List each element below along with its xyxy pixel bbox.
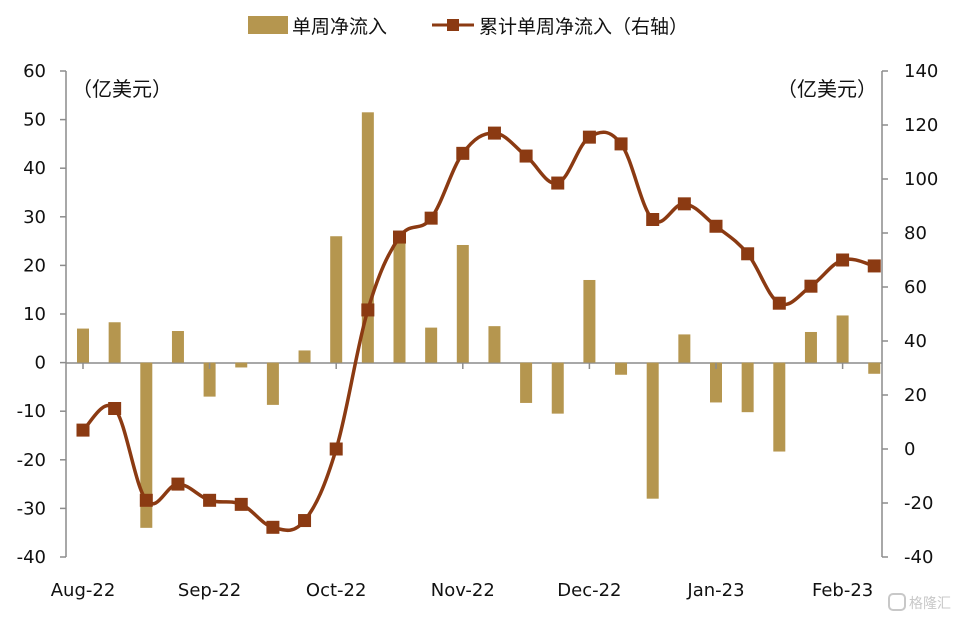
bar xyxy=(868,362,881,374)
left-tick-label: 30 xyxy=(23,207,46,228)
bar xyxy=(551,362,564,414)
right-tick-label: 100 xyxy=(904,169,938,190)
line-point xyxy=(424,211,438,225)
right-tick-label: 20 xyxy=(904,385,927,406)
watermark: 格隆汇 xyxy=(888,593,951,612)
x-axis-ticks: Aug-22 Sep-22 Oct-22 Nov-22 Dec-22 Jan-23 Feb-… xyxy=(51,363,873,601)
x-tick-label: Oct-22 xyxy=(306,580,367,601)
bar xyxy=(615,362,628,375)
right-tick-label: 60 xyxy=(904,277,927,298)
right-tick-label: 0 xyxy=(904,439,915,460)
line-point xyxy=(76,423,90,437)
bar xyxy=(171,331,184,363)
right-tick-label: 140 xyxy=(904,61,938,82)
line-point xyxy=(551,176,565,190)
x-tick-label: Sep-22 xyxy=(178,580,241,601)
cumulative-line xyxy=(81,130,875,533)
legend: 单周净流入 累计单周净流入（右轴） xyxy=(248,16,688,38)
watermark-text: 格隆汇 xyxy=(909,596,951,612)
legend-label-bar: 单周净流入 xyxy=(292,16,387,38)
left-tick-label: 60 xyxy=(23,61,46,82)
line-point xyxy=(709,219,723,233)
line-point xyxy=(393,230,406,244)
bar xyxy=(108,322,121,363)
bar xyxy=(804,331,817,363)
line-point xyxy=(519,149,533,163)
bar xyxy=(298,350,311,363)
line-point xyxy=(646,213,660,226)
line-point xyxy=(836,253,850,267)
bar xyxy=(77,328,89,363)
bar xyxy=(203,362,216,397)
bar xyxy=(678,334,691,363)
line-point xyxy=(361,303,375,317)
left-axis-ticks: 60 50 40 30 20 10 0 -10 -20 -30 -40 xyxy=(17,61,66,568)
line-point xyxy=(867,259,881,273)
bar xyxy=(235,362,248,368)
line-point xyxy=(171,477,185,491)
bar xyxy=(646,362,659,499)
left-tick-label: -30 xyxy=(17,498,46,519)
legend-label-line: 累计单周净流入（右轴） xyxy=(479,16,688,38)
bar xyxy=(330,236,343,363)
left-tick-label: 0 xyxy=(35,353,46,374)
line-point xyxy=(139,493,153,507)
line-point xyxy=(582,130,596,144)
bar xyxy=(710,362,722,403)
x-tick-label: Aug-22 xyxy=(51,580,116,601)
right-axis-ticks: 140 120 100 80 60 40 20 0 -20 -40 xyxy=(882,61,938,568)
left-axis-unit: （亿美元） xyxy=(72,77,172,101)
bar xyxy=(583,279,596,363)
bar xyxy=(393,241,406,363)
right-tick-label: 80 xyxy=(904,223,927,244)
line-point xyxy=(266,520,280,534)
line-point xyxy=(741,247,755,261)
left-tick-label: -10 xyxy=(17,401,46,422)
x-tick-label: Nov-22 xyxy=(431,580,495,601)
left-tick-label: -40 xyxy=(17,547,46,568)
line-point xyxy=(772,296,786,310)
bar xyxy=(425,327,438,363)
line-point xyxy=(108,402,122,415)
x-tick-label: Feb-23 xyxy=(812,580,873,601)
bar xyxy=(456,244,469,363)
left-tick-label: 20 xyxy=(23,255,46,276)
line-point xyxy=(614,137,628,151)
right-tick-label: 120 xyxy=(904,115,938,136)
watermark-logo-icon xyxy=(888,593,906,611)
bar xyxy=(488,326,501,363)
line-point xyxy=(234,497,248,511)
left-tick-label: 50 xyxy=(23,110,46,131)
bar xyxy=(140,362,153,528)
bar xyxy=(520,362,533,403)
x-tick-label: Jan-23 xyxy=(686,580,744,601)
right-tick-label: 40 xyxy=(904,331,927,352)
legend-swatch-bar xyxy=(248,16,288,34)
right-tick-label: -40 xyxy=(904,547,933,568)
bar xyxy=(266,362,279,405)
line-point xyxy=(487,126,501,140)
bar-series xyxy=(77,112,881,528)
x-tick-label: Dec-22 xyxy=(557,580,621,601)
bar xyxy=(773,362,786,452)
line-point xyxy=(677,197,691,211)
left-tick-label: 40 xyxy=(23,158,46,179)
line-series xyxy=(76,126,881,534)
line-point xyxy=(804,279,818,293)
bar xyxy=(741,362,754,413)
right-axis-unit: （亿美元） xyxy=(777,77,877,101)
line-point xyxy=(203,493,217,507)
left-tick-label: 10 xyxy=(23,304,46,325)
line-point xyxy=(298,514,312,528)
legend-swatch-marker xyxy=(447,19,459,31)
bar xyxy=(836,315,849,363)
left-tick-label: -20 xyxy=(17,450,46,471)
right-tick-label: -20 xyxy=(904,493,933,514)
line-point xyxy=(456,146,470,160)
line-point xyxy=(329,442,343,456)
